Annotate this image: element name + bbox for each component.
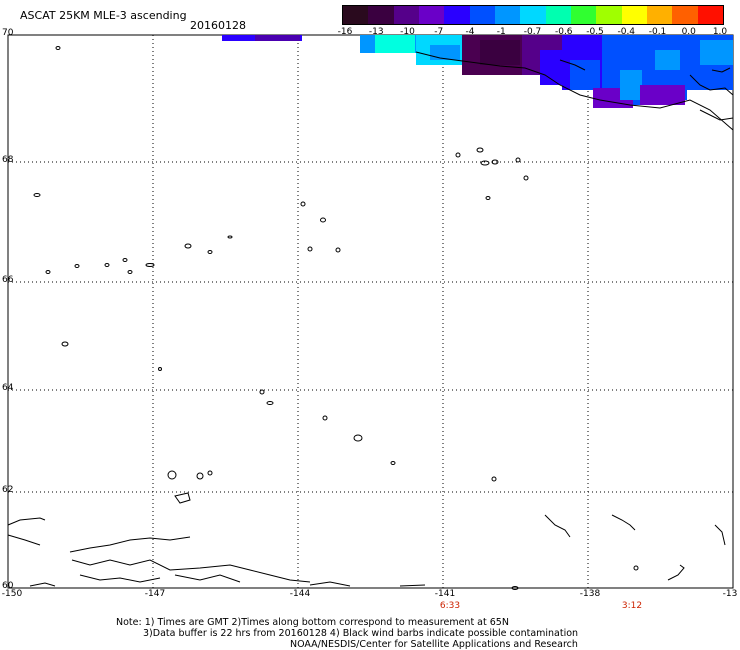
colorbar-label: -0.5 (586, 27, 604, 37)
lat-label: 68 (2, 155, 14, 165)
colorbar-swatch (672, 6, 698, 24)
colorbar-swatch (393, 6, 419, 24)
note-line-3: NOAA/NESDIS/Center for Satellite Applica… (290, 639, 578, 650)
colorbar-swatch (368, 6, 394, 24)
colorbar-label: 0.0 (681, 27, 696, 37)
colorbar-label: -0.4 (617, 27, 636, 37)
lat-label: 60 (2, 581, 14, 591)
colorbar-label: -4 (465, 27, 475, 37)
colorbar-swatch (545, 6, 571, 24)
lon-label: -13 (722, 589, 738, 599)
lat-label: 62 (2, 485, 14, 495)
colorbar-label: -16 (337, 27, 353, 37)
colorbar-label: -0.7 (523, 27, 542, 37)
lon-label: -150 (1, 589, 23, 599)
plot-frame (7, 34, 734, 589)
note-line-2: 3)Data buffer is 22 hrs from 20160128 4)… (143, 628, 579, 639)
colorbar-label: -10 (400, 27, 415, 37)
lat-label: 70 (2, 28, 14, 38)
colorbar-label: 1.0 (712, 27, 728, 37)
colorbar-swatch (596, 6, 622, 24)
lat-label: 66 (2, 275, 14, 285)
colorbar-swatch (444, 6, 470, 24)
lon-label: -141 (434, 589, 456, 599)
colorbar-swatch (494, 6, 521, 24)
colorbar (342, 5, 724, 25)
map-title: ASCAT 25KM MLE-3 ascending (20, 9, 187, 22)
gridlines (8, 34, 733, 588)
colorbar-swatch (621, 6, 647, 24)
lon-label: -138 (579, 589, 601, 599)
note-line-1: Note: 1) Times are GMT 2)Times along bot… (116, 617, 509, 628)
colorbar-label: -7 (434, 27, 444, 37)
colorbar-swatch (570, 6, 597, 24)
colorbar-swatch (697, 6, 723, 24)
time-label: 3:12 (621, 601, 643, 611)
colorbar-swatch (418, 6, 445, 24)
colorbar-label: -0.1 (648, 27, 667, 37)
colorbar-swatch (343, 6, 369, 24)
swath-data (222, 35, 733, 108)
colorbar-swatch (469, 6, 495, 24)
lon-label: -147 (144, 589, 166, 599)
map-date: 20160128 (190, 19, 246, 32)
colorbar-label: -13 (368, 27, 384, 37)
time-label: 6:33 (439, 601, 461, 611)
lat-label: 64 (2, 383, 14, 393)
colorbar-swatch (646, 6, 673, 24)
colorbar-label: -1 (496, 27, 506, 37)
colorbar-swatch (520, 6, 546, 24)
colorbar-label: -0.6 (554, 27, 573, 37)
coastlines (7, 46, 734, 590)
lon-label: -144 (289, 589, 311, 599)
